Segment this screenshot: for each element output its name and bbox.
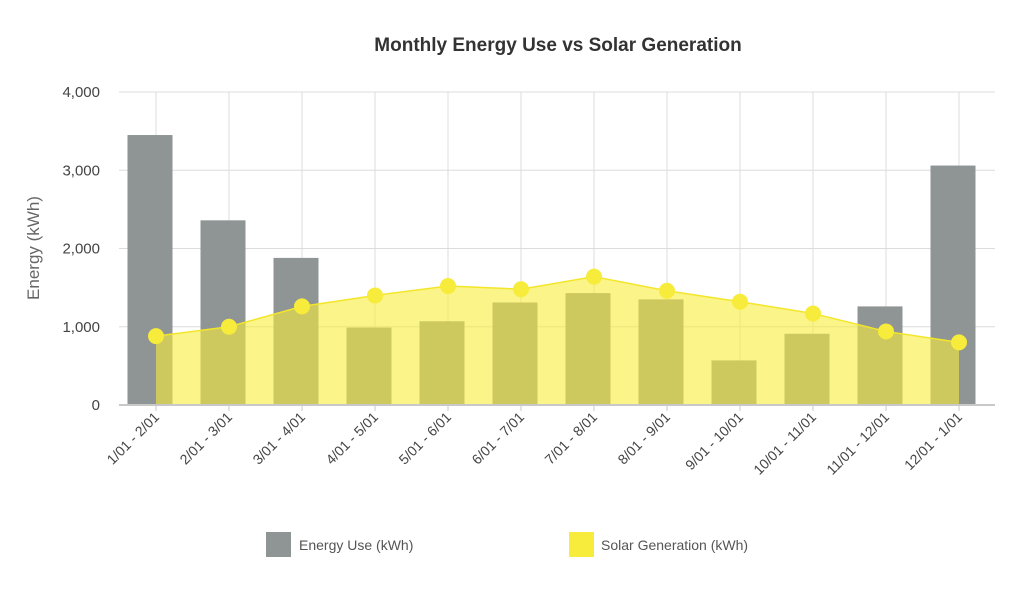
point-solar-generation[interactable]: [221, 318, 237, 335]
legend-item-solar-generation[interactable]: Solar Generation (kWh): [569, 532, 748, 557]
y-axis-ticks: 0 1,000 2,000 3,000 4,000: [62, 84, 100, 414]
x-tick-label: 5/01 - 6/01: [395, 409, 454, 468]
point-solar-generation[interactable]: [732, 293, 748, 310]
legend-item-energy-use[interactable]: Energy Use (kWh): [266, 532, 413, 557]
point-solar-generation[interactable]: [586, 268, 602, 285]
x-tick-label: 8/01 - 9/01: [614, 409, 673, 468]
solar-points: [148, 268, 967, 351]
x-tick-label: 6/01 - 7/01: [468, 409, 527, 468]
x-tick-label: 4/01 - 5/01: [322, 409, 381, 468]
point-solar-generation[interactable]: [367, 287, 383, 304]
legend: Energy Use (kWh) Solar Generation (kWh): [266, 532, 748, 557]
x-tick-label: 3/01 - 4/01: [249, 409, 308, 468]
solar-area-fill: [156, 276, 959, 405]
y-tick-label: 4,000: [62, 84, 100, 101]
x-tick-label: 7/01 - 8/01: [541, 409, 600, 468]
x-tick-label: 2/01 - 3/01: [176, 409, 235, 468]
point-solar-generation[interactable]: [951, 334, 967, 351]
point-solar-generation[interactable]: [294, 298, 310, 315]
point-solar-generation[interactable]: [878, 323, 894, 340]
point-solar-generation[interactable]: [148, 328, 164, 345]
y-tick-label: 2,000: [62, 241, 100, 258]
legend-label-energy-use: Energy Use (kWh): [299, 537, 413, 553]
solar-line: [155, 275, 960, 344]
x-axis-ticks: 1/01 - 2/01 2/01 - 3/01 3/01 - 4/01 4/01 - …: [103, 405, 965, 478]
point-solar-generation[interactable]: [805, 305, 821, 322]
legend-label-solar-generation: Solar Generation (kWh): [601, 537, 748, 553]
point-solar-generation[interactable]: [659, 282, 675, 299]
y-axis-label: Energy (kWh): [24, 196, 43, 300]
x-tick-label: 12/01 - 1/01: [901, 409, 965, 473]
solar-area: [155, 275, 960, 405]
point-solar-generation[interactable]: [440, 278, 456, 295]
x-tick-label: 9/01 - 10/01: [682, 409, 746, 473]
point-solar-generation[interactable]: [513, 281, 529, 298]
y-tick-label: 3,000: [62, 162, 100, 179]
legend-swatch-solar-generation: [569, 532, 594, 557]
chart-title: Monthly Energy Use vs Solar Generation: [374, 35, 741, 56]
y-tick-label: 1,000: [62, 319, 100, 336]
y-tick-label: 0: [92, 397, 100, 414]
x-tick-label: 10/01 - 11/01: [750, 409, 819, 478]
x-tick-label: 11/01 - 12/01: [823, 409, 892, 478]
legend-swatch-energy-use: [266, 532, 291, 557]
x-tick-label: 1/01 - 2/01: [103, 409, 162, 468]
